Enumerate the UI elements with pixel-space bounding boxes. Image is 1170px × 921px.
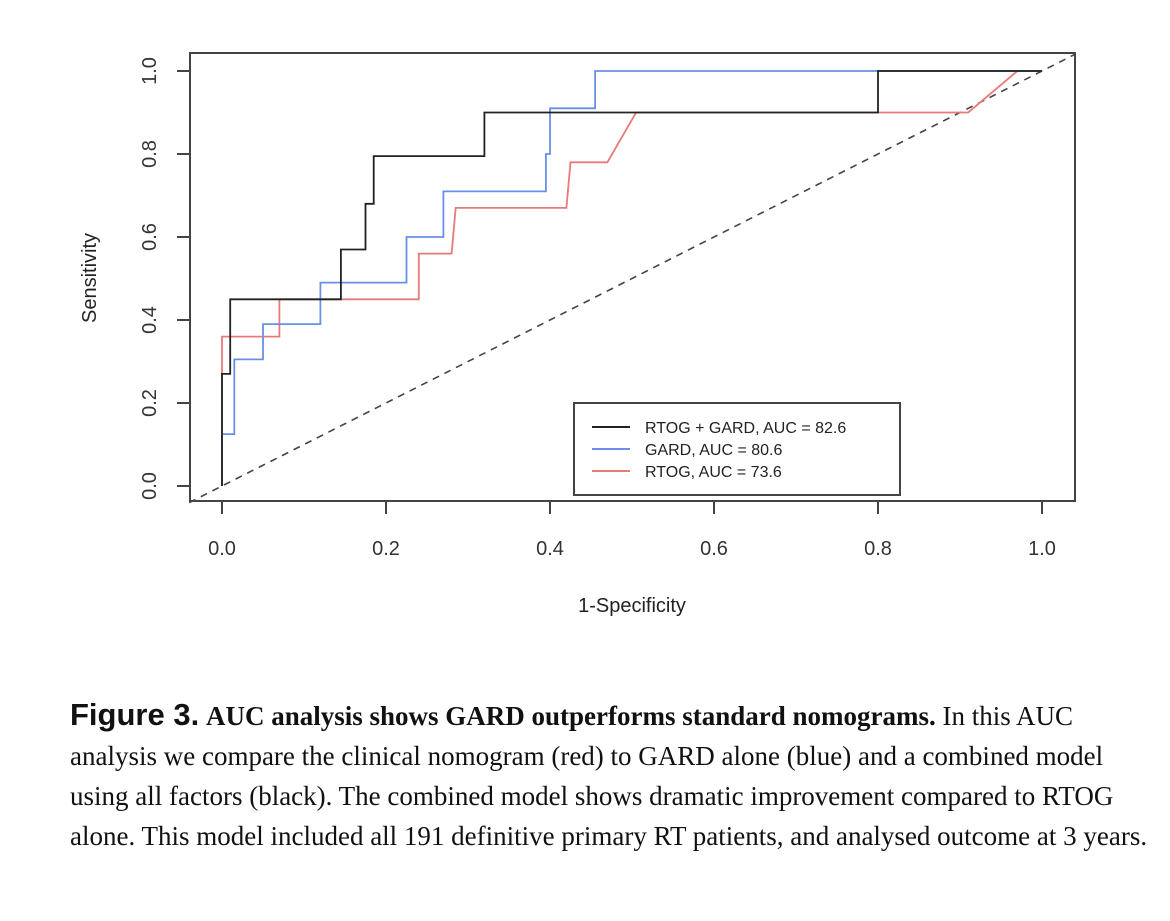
y-tick-label-4: 0.8	[139, 140, 161, 168]
series-line-1	[221, 70, 1042, 486]
x-tick-label-5: 1.0	[1028, 538, 1056, 560]
y-tick-label-1: 0.2	[139, 389, 161, 417]
x-tick-label-0: 0.0	[208, 538, 236, 560]
x-axis-title: 1-Specificity	[578, 595, 686, 617]
y-tick-label-0: 0.0	[139, 472, 161, 500]
roc-curves	[221, 70, 1042, 486]
x-tick-label-3: 0.6	[700, 538, 728, 560]
legend-label-0: RTOG + GARD, AUC = 82.6	[645, 420, 846, 437]
legend-box	[573, 402, 901, 496]
x-tick-label-1: 0.2	[372, 538, 400, 560]
figure-caption: Figure 3. AUC analysis shows GARD outper…	[70, 695, 1150, 856]
legend-label-1: GARD, AUC = 80.6	[645, 442, 782, 459]
caption-body: In this AUC analysis we compare the clin…	[70, 701, 1148, 851]
y-tick-label-5: 1.0	[139, 57, 161, 85]
y-axis-title: Sensitivity	[79, 233, 101, 323]
y-tick-label-2: 0.4	[139, 306, 161, 334]
legend-items: RTOG + GARD, AUC = 82.6 GARD, AUC = 80.6 R…	[592, 420, 846, 481]
x-axis: 0.0 0.2 0.4 0.6 0.8 1.0	[208, 500, 1056, 560]
legend: RTOG + GARD, AUC = 82.6 GARD, AUC = 80.6 R…	[573, 402, 901, 496]
y-axis: 0.0 0.2 0.4 0.6 0.8 1.0	[139, 57, 191, 500]
reference-line	[188, 53, 1076, 504]
x-tick-label-4: 0.8	[864, 538, 892, 560]
series-line-0	[221, 70, 1042, 486]
y-tick-label-3: 0.6	[139, 223, 161, 251]
legend-label-2: RTOG, AUC = 73.6	[645, 464, 782, 481]
roc-chart: 0.0 0.2 0.4 0.6 0.8 1.0 0.0 0.2 0.4 0.6 0.8 1.0 1-…	[79, 52, 1076, 617]
caption-title: AUC analysis shows GARD outperforms stan…	[205, 701, 936, 731]
diagonal-reference-line	[188, 53, 1076, 504]
caption-label: Figure 3.	[70, 697, 200, 732]
x-tick-label-2: 0.4	[536, 538, 564, 560]
